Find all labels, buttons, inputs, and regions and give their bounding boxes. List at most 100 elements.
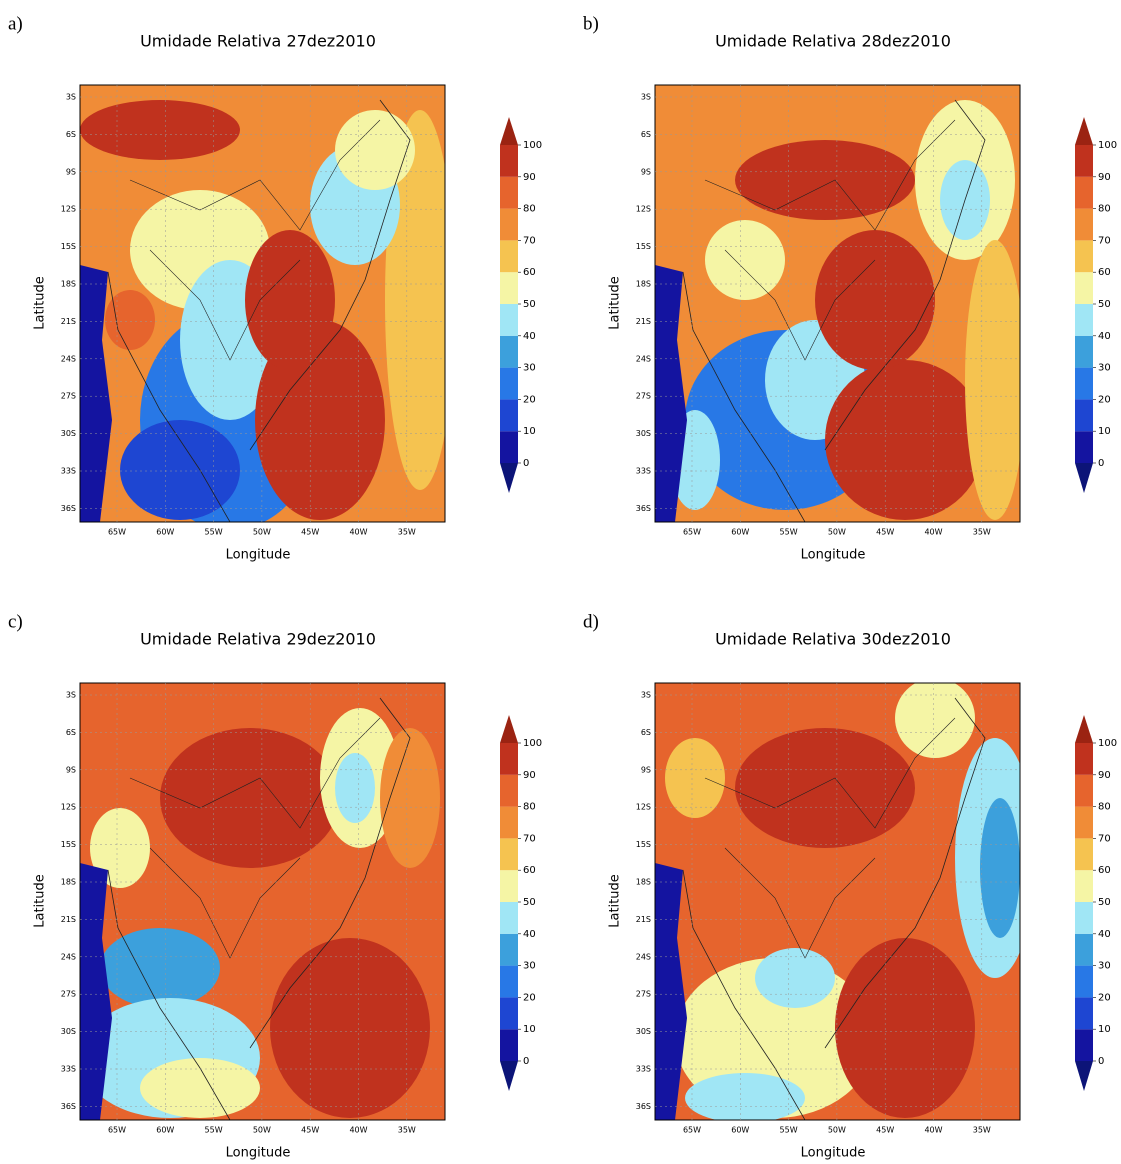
y-axis-label: Latitude	[608, 276, 623, 330]
colorbar-segment	[500, 431, 518, 463]
field-contour	[160, 728, 340, 868]
field-contour	[255, 320, 385, 520]
lon-tick-label: 50W	[828, 528, 846, 537]
lat-tick-label: 9S	[66, 167, 76, 176]
colorbar-segment	[500, 240, 518, 273]
field-contour	[735, 140, 915, 220]
panel-label: c)	[8, 611, 23, 632]
colorbar-label: 90	[523, 172, 536, 183]
colorbar-segment	[1075, 838, 1093, 871]
lon-tick-label: 60W	[731, 1126, 749, 1135]
lat-tick-label: 18S	[61, 280, 76, 289]
lon-tick-label: 40W	[349, 1126, 367, 1135]
colorbar-label: 100	[1098, 738, 1117, 749]
lon-tick-label: 50W	[253, 528, 271, 537]
colorbar-label: 50	[1098, 897, 1111, 908]
colorbar-label: 10	[1098, 1024, 1111, 1035]
lon-tick-label: 65W	[683, 528, 701, 537]
field-contour	[335, 110, 415, 190]
lat-tick-label: 27S	[61, 392, 76, 401]
field-contour	[80, 265, 112, 522]
map-frame	[654, 682, 1021, 1121]
colorbar-segment	[500, 272, 518, 304]
colorbar-label: 90	[523, 770, 536, 781]
colorbar-segment	[1075, 176, 1093, 209]
lon-tick-label: 60W	[731, 528, 749, 537]
lat-tick-label: 33S	[636, 467, 651, 476]
colorbar-label: 100	[523, 140, 542, 151]
coastline	[824, 697, 986, 1049]
colorbar-segment	[500, 176, 518, 209]
field-contour	[245, 230, 335, 370]
lat-tick-label: 3S	[66, 93, 76, 102]
colorbar-segment	[1075, 870, 1093, 902]
lat-tick-label: 30S	[636, 429, 651, 438]
field-contour	[815, 230, 935, 370]
colorbar-label: 40	[523, 331, 536, 342]
coastline	[249, 99, 411, 451]
colorbar-segment	[500, 774, 518, 807]
lat-tick-label: 21S	[61, 915, 76, 924]
colorbar-segment	[1075, 240, 1093, 273]
colorbar-label: 30	[523, 961, 536, 972]
lat-tick-label: 9S	[66, 765, 76, 774]
colorbar-label: 50	[523, 299, 536, 310]
field-contour	[270, 938, 430, 1118]
lon-tick-label: 40W	[924, 528, 942, 537]
lon-tick-label: 55W	[205, 1126, 223, 1135]
colorbar-label: 80	[1098, 802, 1111, 813]
map-frame	[79, 84, 446, 523]
border	[704, 119, 956, 231]
x-axis-label: Longitude	[801, 1146, 866, 1161]
lat-tick-label: 30S	[61, 429, 76, 438]
colorbar-label: 30	[1098, 363, 1111, 374]
colorbar-over	[500, 715, 518, 743]
colorbar-segment	[500, 304, 518, 336]
lat-tick-label: 6S	[641, 130, 651, 139]
lat-tick-label: 27S	[636, 990, 651, 999]
y-axis-label: Latitude	[33, 874, 48, 928]
colorbar-segment	[1075, 997, 1093, 1030]
colorbar-segment	[500, 743, 518, 775]
coastline	[249, 697, 411, 1049]
colorbar-label: 70	[523, 833, 536, 844]
panel-title: Umidade Relativa 28dez2010	[715, 32, 951, 51]
colorbar-over	[1075, 715, 1093, 743]
lat-tick-label: 18S	[636, 878, 651, 887]
lat-tick-label: 27S	[61, 990, 76, 999]
border	[724, 847, 876, 959]
colorbar-segment	[1075, 1029, 1093, 1061]
colorbar-segment	[500, 965, 518, 998]
field-contour	[335, 753, 375, 823]
field-contour	[80, 863, 112, 1120]
lat-tick-label: 3S	[641, 93, 651, 102]
lat-tick-label: 24S	[61, 354, 76, 363]
colorbar-over	[500, 117, 518, 145]
colorbar-segment	[500, 145, 518, 177]
panel-title: Umidade Relativa 30dez2010	[715, 630, 951, 649]
field-contour	[705, 220, 785, 300]
lon-tick-label: 45W	[301, 1126, 319, 1135]
field-contour	[895, 683, 975, 758]
colorbar-label: 40	[523, 929, 536, 940]
colorbar-segment	[1075, 933, 1093, 966]
lat-tick-label: 12S	[61, 803, 76, 812]
colorbar-label: 50	[1098, 299, 1111, 310]
colorbar-segment	[500, 806, 518, 839]
colorbar-under	[500, 463, 518, 493]
border	[704, 717, 956, 829]
coastline	[682, 271, 806, 522]
colorbar-label: 60	[1098, 267, 1111, 278]
colorbar-label: 0	[1098, 458, 1104, 469]
panel: c) Umidade Relativa 29dez2010 3S 6S 9S 12S 15S…	[8, 611, 542, 1160]
field-contour	[140, 1058, 260, 1118]
colorbar-segment	[1075, 965, 1093, 998]
lon-tick-label: 35W	[973, 1126, 991, 1135]
colorbar-segment	[1075, 367, 1093, 400]
lat-tick-label: 6S	[66, 130, 76, 139]
colorbar-label: 60	[1098, 865, 1111, 876]
panel: d) Umidade Relativa 30dez2010 3S 6S 9S 12S 15S…	[583, 611, 1117, 1160]
colorbar-label: 50	[523, 897, 536, 908]
lat-tick-label: 33S	[636, 1065, 651, 1074]
lat-tick-label: 15S	[636, 242, 651, 251]
